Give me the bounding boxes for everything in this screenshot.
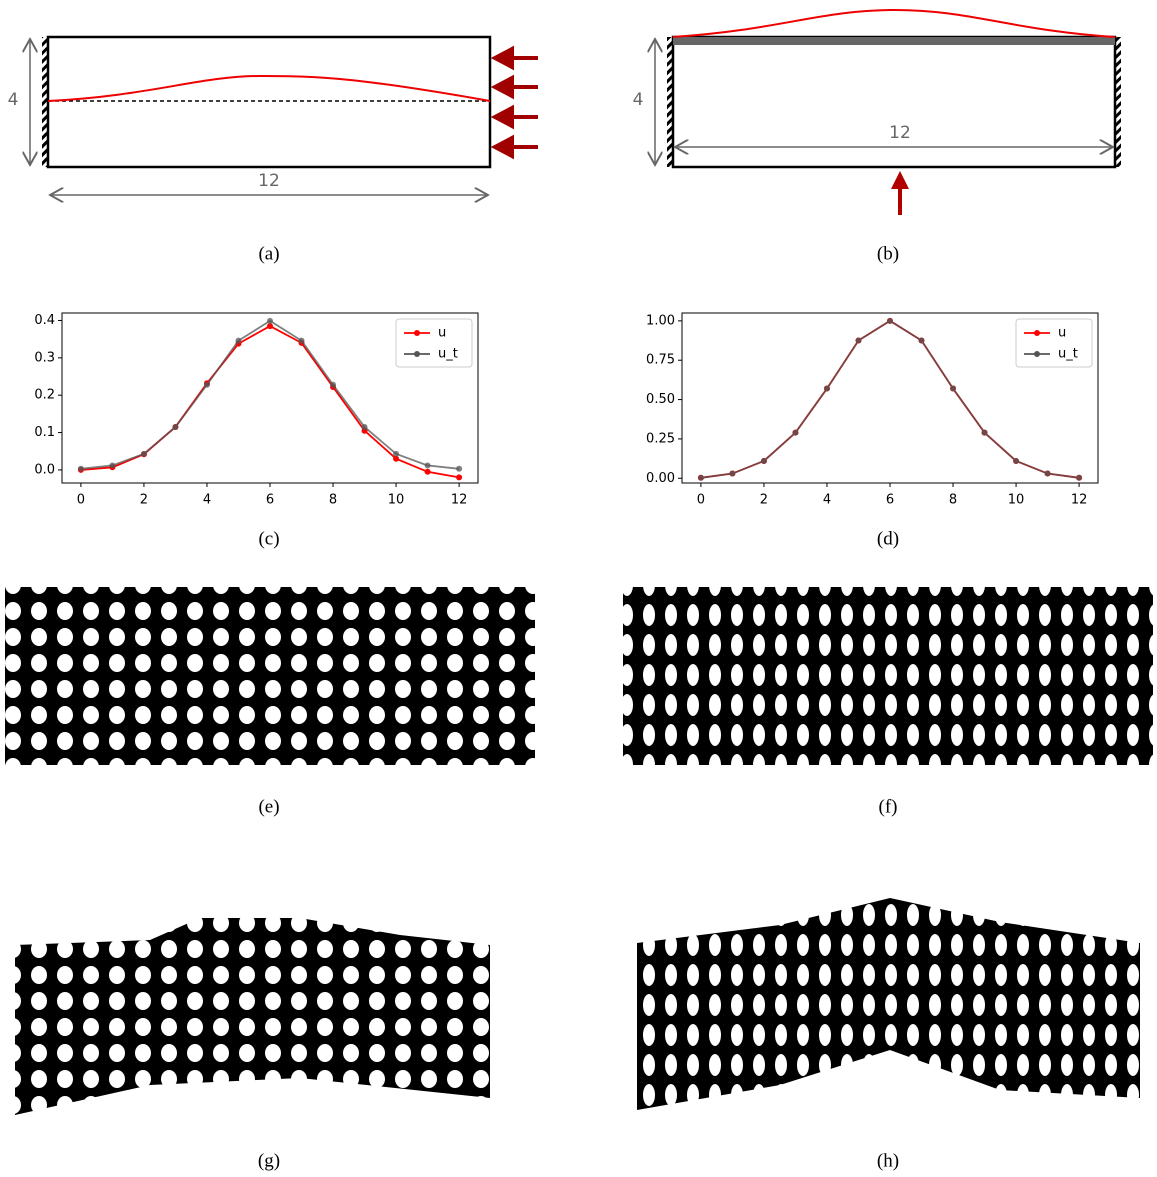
data-point xyxy=(1076,474,1083,481)
panel-caption: (a) xyxy=(258,243,279,264)
height-label: 4 xyxy=(633,90,644,110)
data-point xyxy=(203,381,210,388)
panel-caption: (b) xyxy=(877,243,899,264)
data-point xyxy=(1013,457,1020,464)
data-point xyxy=(729,470,736,477)
data-point xyxy=(330,381,337,388)
diagram-b: 4 12 xyxy=(633,8,1121,215)
data-point xyxy=(981,429,988,436)
legend-marker xyxy=(1034,330,1040,336)
panel-caption: (g) xyxy=(258,1150,280,1171)
data-point xyxy=(855,337,862,344)
data-point xyxy=(235,337,242,344)
x-tick-label: 6 xyxy=(266,493,274,508)
x-tick-label: 10 xyxy=(388,493,405,508)
structure-g xyxy=(15,918,490,1115)
data-point xyxy=(267,317,273,324)
data-point xyxy=(887,317,893,324)
y-tick-label: 0.50 xyxy=(646,392,675,407)
x-tick-label: 0 xyxy=(697,493,705,508)
y-tick-label: 0.2 xyxy=(34,388,55,403)
data-point xyxy=(918,337,925,344)
x-tick-label: 2 xyxy=(140,493,148,508)
structure-f xyxy=(623,587,1153,765)
diagram-a: 4 12 xyxy=(8,35,538,195)
y-tick-label: 0.00 xyxy=(646,471,675,486)
x-tick-label: 4 xyxy=(203,493,211,508)
structure-h xyxy=(637,898,1140,1110)
panel-caption: (d) xyxy=(877,528,899,549)
data-point xyxy=(424,468,431,475)
data-point xyxy=(298,337,305,344)
data-point xyxy=(172,423,179,430)
y-tick-label: 1.00 xyxy=(646,313,675,328)
x-tick-label: 2 xyxy=(760,493,768,508)
data-point xyxy=(361,423,368,430)
data-point xyxy=(950,385,957,392)
data-point xyxy=(760,457,767,464)
data-point xyxy=(77,465,84,472)
y-tick-label: 0.4 xyxy=(34,313,55,328)
data-point xyxy=(393,450,400,457)
y-tick-label: 0.75 xyxy=(646,353,675,368)
legend-box xyxy=(395,318,473,368)
data-point xyxy=(456,465,463,472)
height-label: 4 xyxy=(8,90,19,110)
data-point xyxy=(456,474,463,481)
panel-caption: (c) xyxy=(258,528,279,549)
legend-label: u_t xyxy=(438,347,458,362)
x-tick-label: 4 xyxy=(823,493,831,508)
data-point xyxy=(393,455,400,462)
width-label: 12 xyxy=(258,171,280,191)
legend-label: u xyxy=(1058,326,1066,341)
legend-marker xyxy=(414,330,420,336)
data-point xyxy=(823,385,830,392)
data-point xyxy=(697,474,704,481)
x-tick-label: 10 xyxy=(1008,493,1025,508)
x-tick-label: 12 xyxy=(1071,493,1088,508)
panel-caption: (f) xyxy=(879,796,898,817)
data-point xyxy=(1044,470,1051,477)
y-tick-label: 0.0 xyxy=(34,462,55,477)
x-tick-label: 8 xyxy=(949,493,957,508)
panel-caption: (e) xyxy=(258,796,279,817)
y-tick-label: 0.1 xyxy=(34,425,55,440)
width-label: 12 xyxy=(889,123,911,143)
legend-label: u xyxy=(438,326,446,341)
structure-e xyxy=(5,587,535,765)
legend-marker xyxy=(1034,351,1040,357)
panel-caption: (h) xyxy=(877,1150,899,1171)
data-point xyxy=(267,323,273,330)
x-tick-label: 6 xyxy=(886,493,894,508)
y-tick-label: 0.25 xyxy=(646,431,675,446)
data-point xyxy=(792,429,799,436)
legend-marker xyxy=(414,351,420,357)
y-tick-label: 0.3 xyxy=(34,350,55,365)
data-point xyxy=(140,450,147,457)
data-point xyxy=(109,462,116,469)
legend-label: u_t xyxy=(1058,347,1078,362)
x-tick-label: 0 xyxy=(77,493,85,508)
data-point xyxy=(424,462,431,469)
x-tick-label: 8 xyxy=(329,493,337,508)
legend-box xyxy=(1015,318,1093,368)
x-tick-label: 12 xyxy=(451,493,468,508)
